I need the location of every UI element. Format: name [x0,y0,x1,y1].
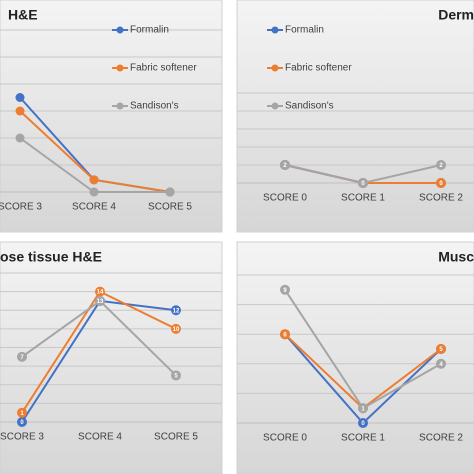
data-point [358,418,368,428]
x-tick-label: SCORE 3 [0,432,44,443]
data-point [171,370,181,381]
data-label: 10 [173,327,180,333]
data-point [89,175,99,185]
data-label: 4 [439,362,443,368]
x-tick-label: SCORE 2 [419,193,463,204]
chart-title: Musc [438,249,474,265]
chart-title: ose tissue H&E [0,249,102,265]
x-tick-label: SCORE 5 [154,432,198,443]
panel-background [236,0,474,233]
x-tick-label: SCORE 1 [341,193,385,204]
legend-label: Fabric softener [130,63,197,74]
data-point [436,178,446,188]
data-point [95,286,105,297]
x-tick-label: SCORE 0 [263,433,307,444]
data-label: 2 [439,163,443,169]
legend-marker [116,64,124,72]
x-tick-label: SCORE 4 [72,202,116,213]
data-label: 1 [361,406,365,412]
legend-label: Formalin [130,25,169,36]
data-point [15,93,25,102]
data-point [171,323,181,334]
panel-background [236,241,474,474]
data-point [280,160,290,170]
x-tick-label: SCORE 1 [341,433,385,444]
legend-label: Formalin [285,25,324,36]
data-point [171,305,181,316]
data-label: 5 [174,374,178,380]
data-label: 12 [173,308,180,314]
legend-marker [271,64,279,72]
data-label: 0 [439,181,443,187]
data-point [89,187,99,197]
legend-marker [116,102,124,110]
data-label: 0 [361,181,365,187]
legend-marker [271,102,279,110]
data-label: 14 [97,290,104,296]
chart-title: Derm [438,7,474,23]
data-point [280,284,290,295]
data-label: 13 [97,299,104,305]
chart-title: H&E [8,7,38,23]
data-point [15,106,25,116]
panel-background [0,241,223,474]
legend-label: Sandison's [285,101,334,112]
panel-background [0,0,223,233]
legend-label: Sandison's [130,101,179,112]
data-label: 5 [439,347,443,353]
data-point [17,417,27,427]
data-point [358,403,368,414]
data-label: 0 [20,420,24,426]
x-tick-label: SCORE 5 [148,202,192,213]
x-tick-label: SCORE 0 [263,193,307,204]
data-label: 2 [283,163,287,169]
x-tick-label: SCORE 3 [0,202,42,213]
data-point [165,187,175,197]
data-label: 6 [283,332,287,338]
data-label: 1 [20,411,24,417]
data-point [436,358,446,369]
data-point [358,178,368,188]
data-point [17,407,27,418]
legend-marker [271,26,279,34]
data-label: 9 [283,288,287,294]
legend-label: Fabric softener [285,63,352,74]
data-point [17,351,27,362]
data-point [95,295,105,306]
data-point [436,160,446,170]
x-tick-label: SCORE 2 [419,433,463,444]
data-point [280,329,290,340]
data-label: 0 [361,421,365,427]
x-tick-label: SCORE 4 [78,432,122,443]
data-point [436,344,446,354]
data-point [15,133,25,143]
legend-marker [116,26,124,34]
data-label: 7 [20,355,24,361]
